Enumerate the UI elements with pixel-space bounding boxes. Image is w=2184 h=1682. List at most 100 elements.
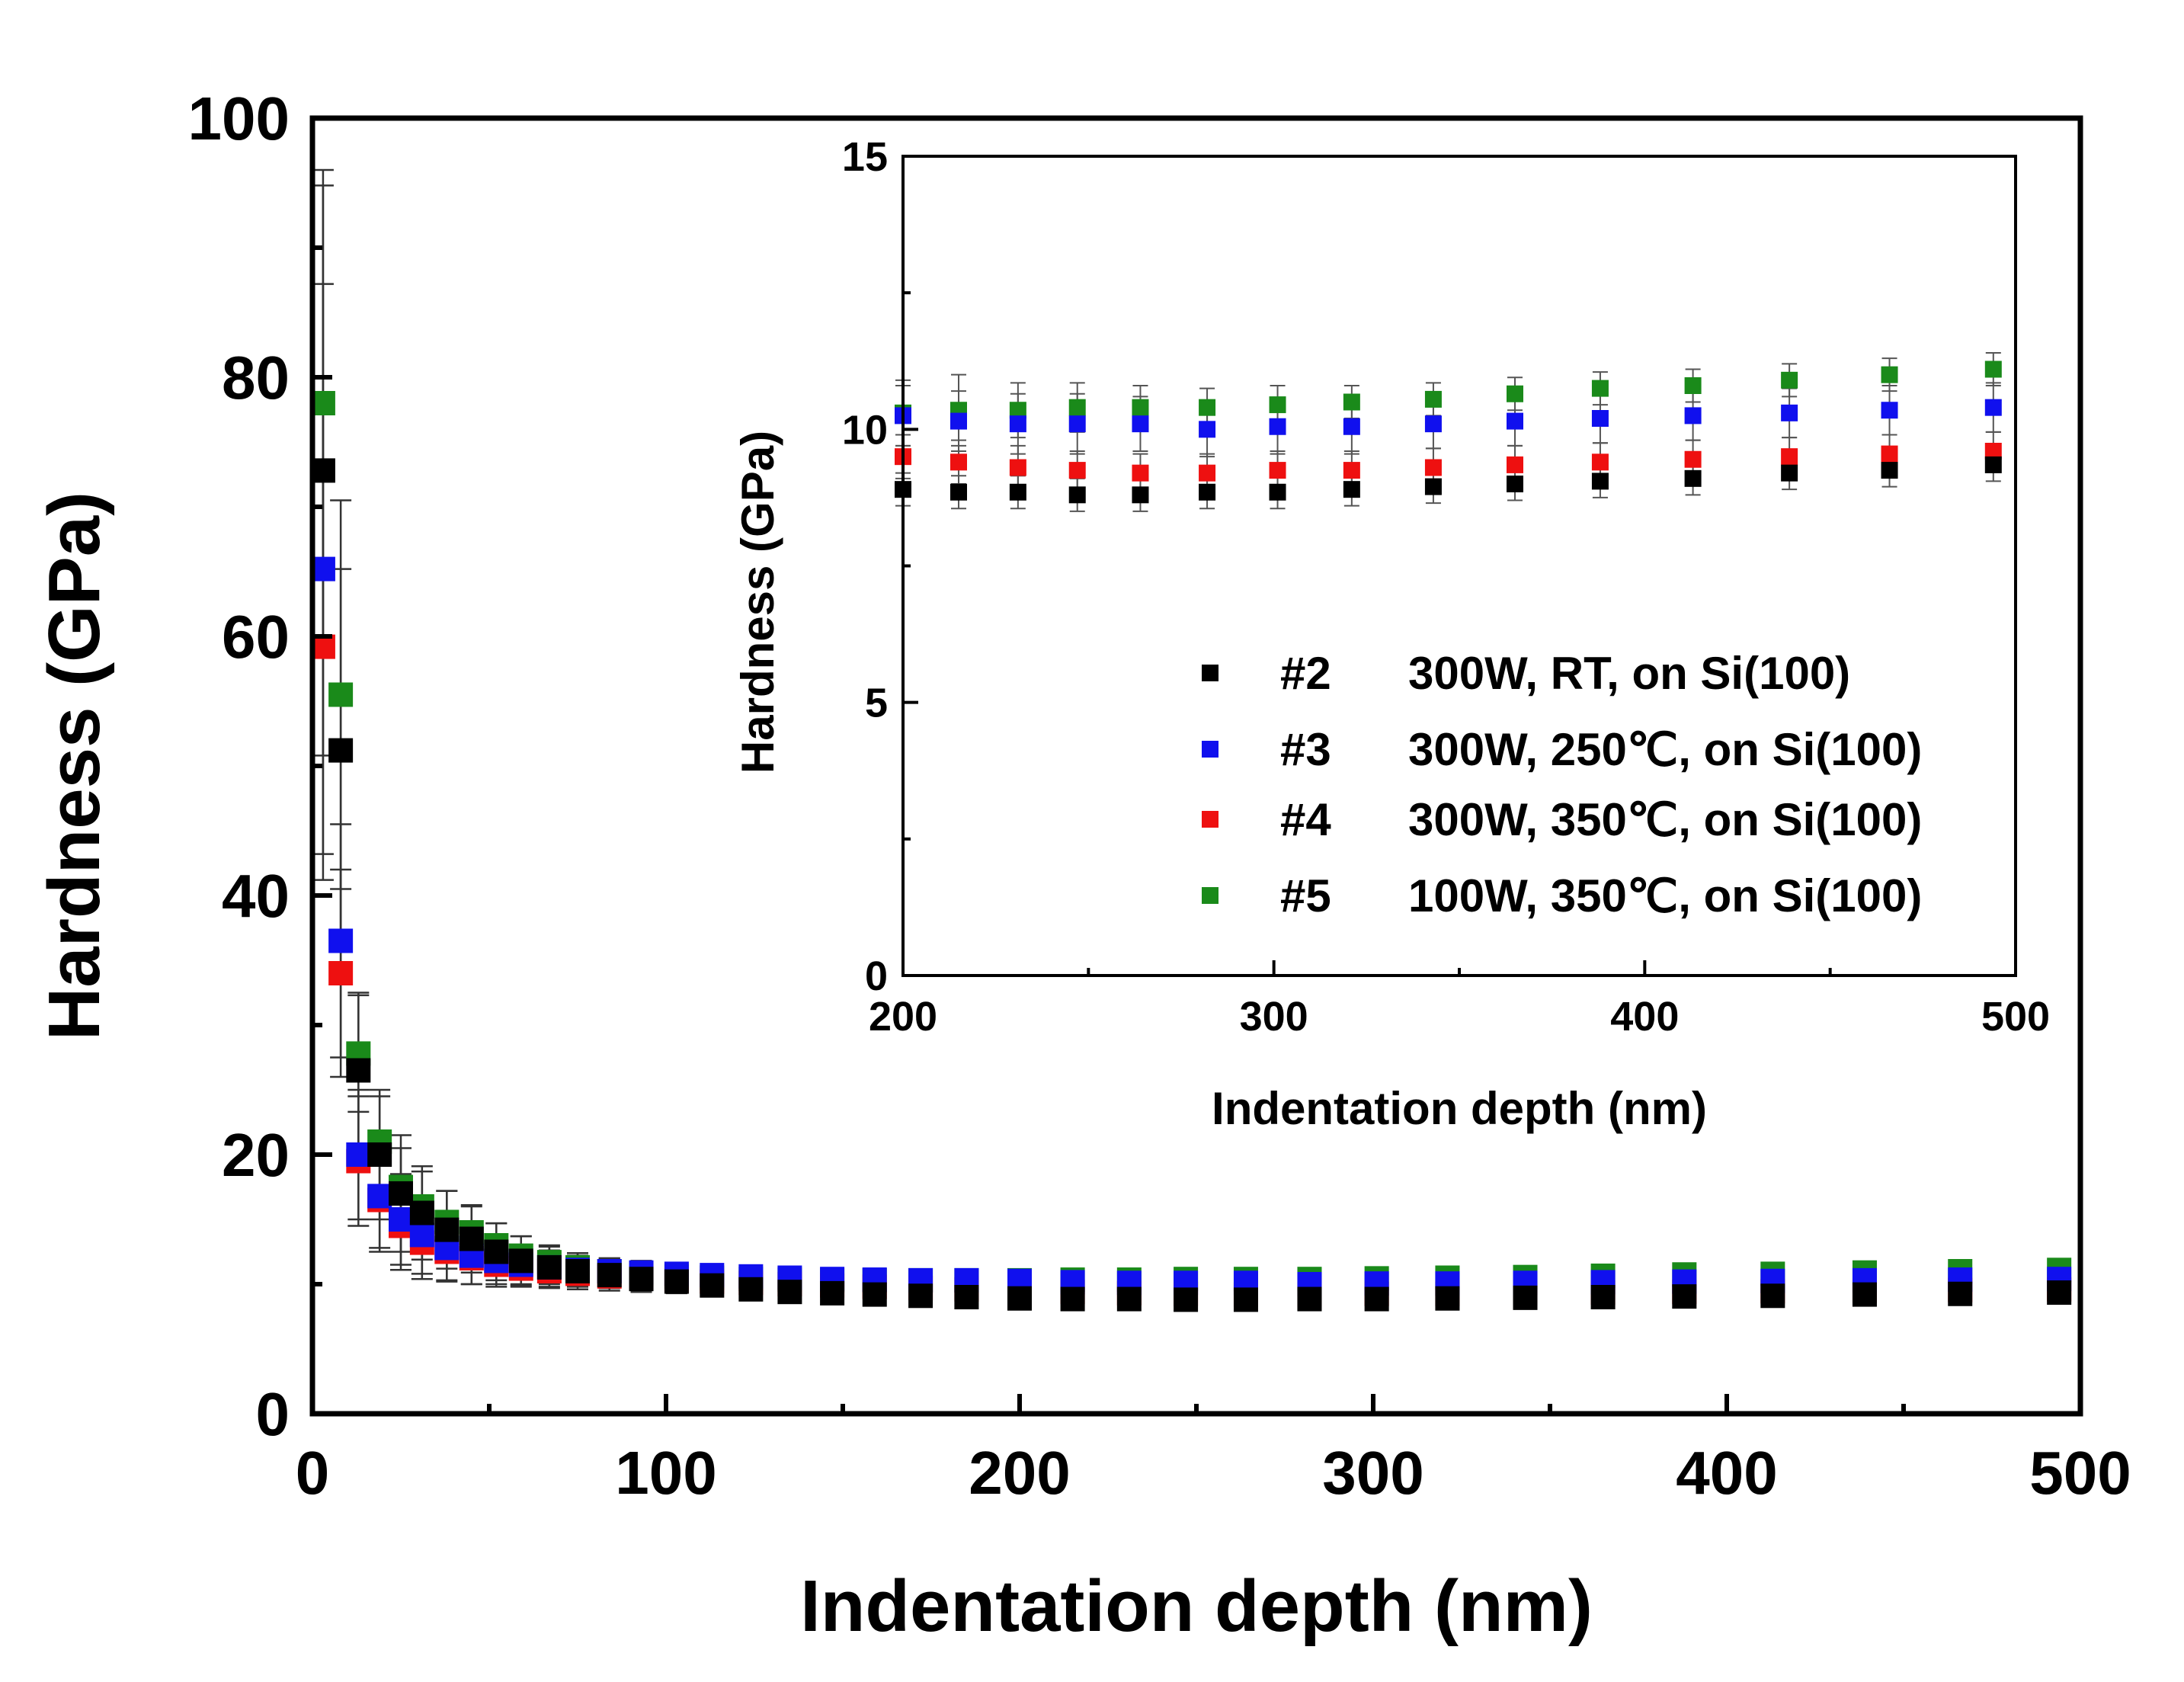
point-s2-36 bbox=[2047, 1280, 2072, 1306]
inset-x-axis-label: Indentation depth (nm) bbox=[1212, 1083, 1707, 1134]
point-s5-14 bbox=[1984, 360, 2002, 378]
point-s2-2 bbox=[346, 1058, 371, 1083]
point-s2-11 bbox=[565, 1259, 590, 1283]
point-s3-9 bbox=[1507, 412, 1523, 430]
point-s2-10 bbox=[536, 1254, 562, 1280]
y-tick-label-10: 10 bbox=[842, 407, 888, 453]
main-x-axis-label: Indentation depth (nm) bbox=[800, 1565, 1593, 1647]
point-s2-34 bbox=[1852, 1282, 1877, 1307]
point-s2-10 bbox=[1591, 473, 1609, 490]
point-s2-4 bbox=[389, 1181, 413, 1206]
point-s3-13 bbox=[1881, 402, 1898, 419]
point-s2-9 bbox=[508, 1248, 533, 1274]
point-s5-10 bbox=[1591, 380, 1609, 397]
inset-markers bbox=[895, 360, 2002, 504]
point-s3-12 bbox=[1781, 404, 1798, 421]
point-s5-11 bbox=[1684, 377, 1702, 394]
point-s3-5 bbox=[409, 1222, 434, 1248]
point-s2-19 bbox=[862, 1282, 887, 1307]
legend-label-s3: #3 bbox=[1280, 724, 1331, 775]
point-s2-4 bbox=[1132, 486, 1149, 504]
point-s3-8 bbox=[1424, 415, 1442, 433]
legend-text-s3: 300W, 250℃, on Si(100) bbox=[1408, 724, 1922, 775]
legend-label-s4: #4 bbox=[1280, 794, 1331, 845]
point-s2-33 bbox=[1760, 1283, 1785, 1309]
point-s3-1 bbox=[950, 412, 967, 430]
inset-legend: #2 300W, RT, on Si(100) #3 300W, 250℃, on S… bbox=[1202, 648, 1922, 921]
point-s2-5 bbox=[409, 1200, 434, 1225]
point-s2-13 bbox=[629, 1267, 654, 1292]
legend-marker-s4 bbox=[1202, 811, 1218, 828]
point-s3-6 bbox=[1269, 418, 1286, 435]
x-tick-label-500: 500 bbox=[2029, 1439, 2131, 1507]
legend-label-s2: #2 bbox=[1280, 648, 1331, 699]
point-s4-6 bbox=[1269, 462, 1286, 479]
point-s4-14 bbox=[1984, 443, 2002, 460]
x-tick-label-200: 200 bbox=[869, 994, 937, 1040]
point-s2-9 bbox=[1507, 476, 1523, 492]
point-s4-7 bbox=[1343, 462, 1360, 479]
point-s5-3 bbox=[1068, 399, 1086, 416]
main-ticks bbox=[310, 116, 2083, 1416]
y-tick-label-40: 40 bbox=[222, 862, 290, 930]
point-s2-3 bbox=[367, 1142, 392, 1167]
point-s3-2 bbox=[346, 1142, 371, 1167]
point-s5-8 bbox=[1424, 390, 1442, 408]
point-s2-30 bbox=[1513, 1285, 1538, 1310]
point-s3-4 bbox=[389, 1207, 413, 1232]
y-tick-label-100: 100 bbox=[188, 85, 290, 152]
point-s2-24 bbox=[1116, 1286, 1142, 1312]
point-s3-11 bbox=[1684, 407, 1702, 425]
legend-marker-s5 bbox=[1202, 887, 1218, 904]
y-tick-label-80: 80 bbox=[222, 344, 290, 412]
legend-label-s5: #5 bbox=[1280, 870, 1331, 921]
main-y-axis-label: Hardness (GPa) bbox=[34, 492, 115, 1040]
legend-text-s4: 300W, 350℃, on Si(100) bbox=[1408, 794, 1922, 845]
point-s2-6 bbox=[1269, 483, 1286, 501]
point-s2-26 bbox=[1233, 1287, 1258, 1312]
point-s2-14 bbox=[664, 1269, 689, 1294]
point-s5-2 bbox=[1009, 402, 1026, 419]
point-s2-32 bbox=[1672, 1284, 1697, 1309]
x-tick-label-200: 200 bbox=[969, 1439, 1070, 1507]
point-s2-12 bbox=[597, 1263, 622, 1288]
point-s3-1 bbox=[328, 928, 354, 953]
point-s4-1 bbox=[950, 453, 967, 471]
y-tick-label-0: 0 bbox=[865, 953, 888, 999]
inset-background bbox=[899, 156, 2019, 976]
point-s4-5 bbox=[1199, 464, 1216, 482]
point-s4-12 bbox=[1781, 448, 1798, 466]
point-s4-13 bbox=[1881, 445, 1898, 463]
y-tick-label-60: 60 bbox=[222, 603, 290, 671]
point-s3-3 bbox=[367, 1184, 392, 1209]
point-s2-23 bbox=[1060, 1286, 1085, 1312]
x-tick-label-300: 300 bbox=[1240, 994, 1308, 1040]
point-s4-10 bbox=[1591, 453, 1609, 471]
point-s2-18 bbox=[820, 1280, 845, 1306]
point-s5-6 bbox=[1269, 396, 1286, 414]
point-s2-27 bbox=[1297, 1286, 1322, 1312]
point-s3-4 bbox=[1132, 415, 1149, 433]
point-s2-28 bbox=[1364, 1286, 1389, 1312]
x-tick-label-500: 500 bbox=[1981, 994, 2050, 1040]
point-s5-9 bbox=[1507, 385, 1523, 402]
point-s3-14 bbox=[1984, 399, 2002, 416]
legend-text-s5: 100W, 350℃, on Si(100) bbox=[1408, 870, 1922, 921]
point-s2-7 bbox=[459, 1226, 484, 1251]
point-s4-9 bbox=[1507, 456, 1523, 473]
point-s2-8 bbox=[1424, 478, 1442, 495]
y-tick-label-5: 5 bbox=[865, 681, 888, 726]
point-s2-29 bbox=[1435, 1286, 1460, 1311]
point-s2-21 bbox=[954, 1285, 979, 1309]
point-s2-1 bbox=[950, 483, 967, 501]
point-s2-2 bbox=[1009, 483, 1026, 501]
inset-tick-labels: 200 300 400 500 0 5 10 15 bbox=[842, 134, 2050, 1040]
point-s3-5 bbox=[1199, 421, 1216, 438]
point-s2-22 bbox=[1007, 1286, 1032, 1311]
x-tick-label-100: 100 bbox=[615, 1439, 716, 1507]
x-tick-label-300: 300 bbox=[1322, 1439, 1423, 1507]
point-s3-7 bbox=[1343, 418, 1360, 435]
point-s2-3 bbox=[1068, 486, 1086, 504]
